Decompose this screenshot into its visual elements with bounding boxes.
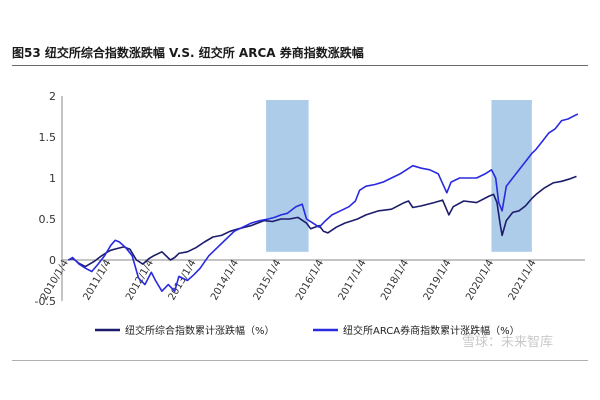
highlight-bands <box>266 100 532 252</box>
series-lines <box>67 113 579 292</box>
y-tick-label: -0.5 <box>35 295 56 308</box>
series-line-nyse <box>68 175 577 268</box>
x-tick-label: 2016/1/4 <box>294 258 326 302</box>
x-axis: 2010/1/4 2011/1/4 2012/1/4 2013/1/4 2014/1/4… <box>39 258 585 302</box>
x-tick-label: 2018/1/4 <box>379 258 411 302</box>
x-tick-label: 2021/1/4 <box>507 258 539 302</box>
title-divider <box>12 65 588 66</box>
y-tick-label: 1 <box>49 172 56 185</box>
y-tick-label: 0.5 <box>39 213 57 226</box>
y-tick-label: 0 <box>49 254 56 267</box>
chart-title: 图53 纽交所综合指数涨跌幅 V.S. 纽交所 ARCA 券商指数涨跌幅 <box>12 46 364 60</box>
y-tick-label: 2 <box>49 90 56 103</box>
x-tick-label: 2017/1/4 <box>337 258 369 302</box>
series-line-arca <box>67 113 579 292</box>
x-tick-label: 2020/1/4 <box>464 258 496 302</box>
y-axis: -0.5 0 0.5 1 1.5 2 <box>35 90 63 308</box>
y-tick-label: 1.5 <box>39 131 57 144</box>
x-tick-label: 2014/1/4 <box>209 258 241 302</box>
highlight-band-1 <box>266 100 309 252</box>
x-tick-label: 2013/1/4 <box>167 258 199 302</box>
x-tick-label: 2015/1/4 <box>252 258 284 302</box>
x-tick-label: 2019/1/4 <box>422 258 454 302</box>
highlight-band-2 <box>491 100 532 252</box>
legend-label-arca: 纽交所ARCA券商指数累计涨跌幅（%） <box>343 324 520 337</box>
legend-label-nyse: 纽交所综合指数累计涨跌幅（%） <box>125 324 275 337</box>
bottom-divider <box>12 360 588 361</box>
legend: 纽交所综合指数累计涨跌幅（%） 纽交所ARCA券商指数累计涨跌幅（%） <box>95 324 520 337</box>
watermark: 雪球：未来智库 <box>462 335 554 350</box>
